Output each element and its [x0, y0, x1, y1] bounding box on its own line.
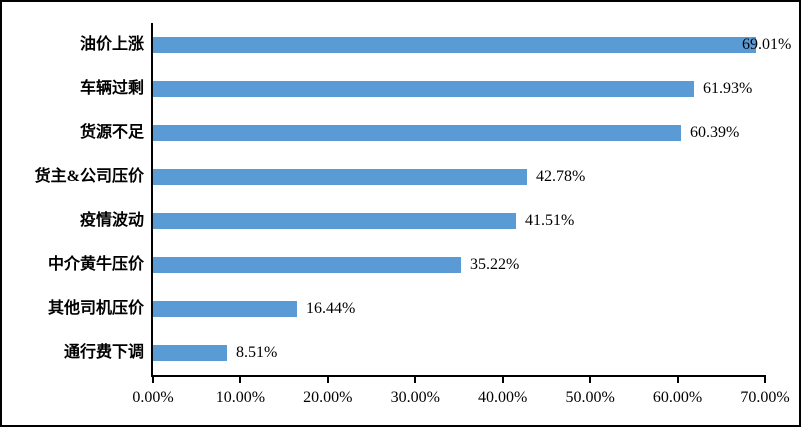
- bar: [153, 125, 681, 141]
- chart-row: 车辆过剩 61.93%: [80, 67, 765, 111]
- bar: [153, 37, 757, 53]
- x-tick-label: 70.00%: [740, 389, 790, 406]
- x-axis-tick: [764, 375, 766, 383]
- value-label: 35.22%: [470, 256, 520, 273]
- x-tick-label: 10.00%: [215, 389, 266, 406]
- chart-row: 通行费下调 8.51%: [64, 331, 765, 375]
- category-label: 通行费下调: [63, 344, 144, 361]
- chart-row: 疫情波动 41.51%: [80, 199, 765, 243]
- bar: [153, 169, 528, 185]
- bar: [153, 301, 297, 317]
- value-label: 61.93%: [703, 80, 753, 97]
- value-label: 60.39%: [690, 124, 740, 141]
- x-axis-tick: [414, 375, 417, 383]
- x-axis-tick: [152, 375, 154, 383]
- x-tick-label: 20.00%: [303, 389, 353, 406]
- category-label: 疫情波动: [79, 212, 144, 229]
- category-label: 车辆过剩: [79, 80, 144, 97]
- chart-row: 货主&公司压价 42.78%: [35, 155, 765, 199]
- value-label: 42.78%: [536, 168, 586, 185]
- x-tick-label: 30.00%: [390, 389, 440, 406]
- bar: [153, 345, 228, 361]
- value-label: 69.01%: [742, 36, 792, 53]
- x-axis-tick: [676, 375, 679, 383]
- bar: [153, 257, 461, 273]
- bar: [153, 213, 516, 229]
- chart-row: 货源不足 60.39%: [80, 111, 765, 155]
- value-label: 8.51%: [236, 344, 278, 361]
- chart-row: 其他司机压价 16.44%: [48, 287, 765, 331]
- category-label: 货主&公司压价: [34, 168, 144, 185]
- category-label: 货源不足: [79, 124, 144, 141]
- x-tick-label: 40.00%: [478, 389, 528, 406]
- category-label: 中介黄牛压价: [47, 256, 144, 273]
- x-axis-tick: [501, 375, 504, 383]
- x-axis-tick: [326, 375, 329, 383]
- category-label: 油价上涨: [79, 36, 144, 53]
- x-tick-label: 50.00%: [565, 389, 615, 406]
- category-label: 其他司机压价: [47, 300, 144, 317]
- value-label: 41.51%: [525, 212, 575, 229]
- value-label: 16.44%: [306, 300, 356, 317]
- x-tick-label: 0.00%: [132, 389, 174, 406]
- x-axis-tick: [589, 375, 592, 383]
- x-axis-tick: [239, 375, 242, 383]
- plot-area: 油价上涨 69.01% 车辆过剩 61.93% 货源不足 60.39% 货主&公司压价 42.…: [35, 23, 791, 406]
- x-tick-label: 60.00%: [652, 389, 703, 406]
- chart-row: 油价上涨 69.01%: [80, 23, 791, 67]
- chart-row: 中介黄牛压价 35.22%: [48, 243, 765, 287]
- bar: [153, 81, 695, 97]
